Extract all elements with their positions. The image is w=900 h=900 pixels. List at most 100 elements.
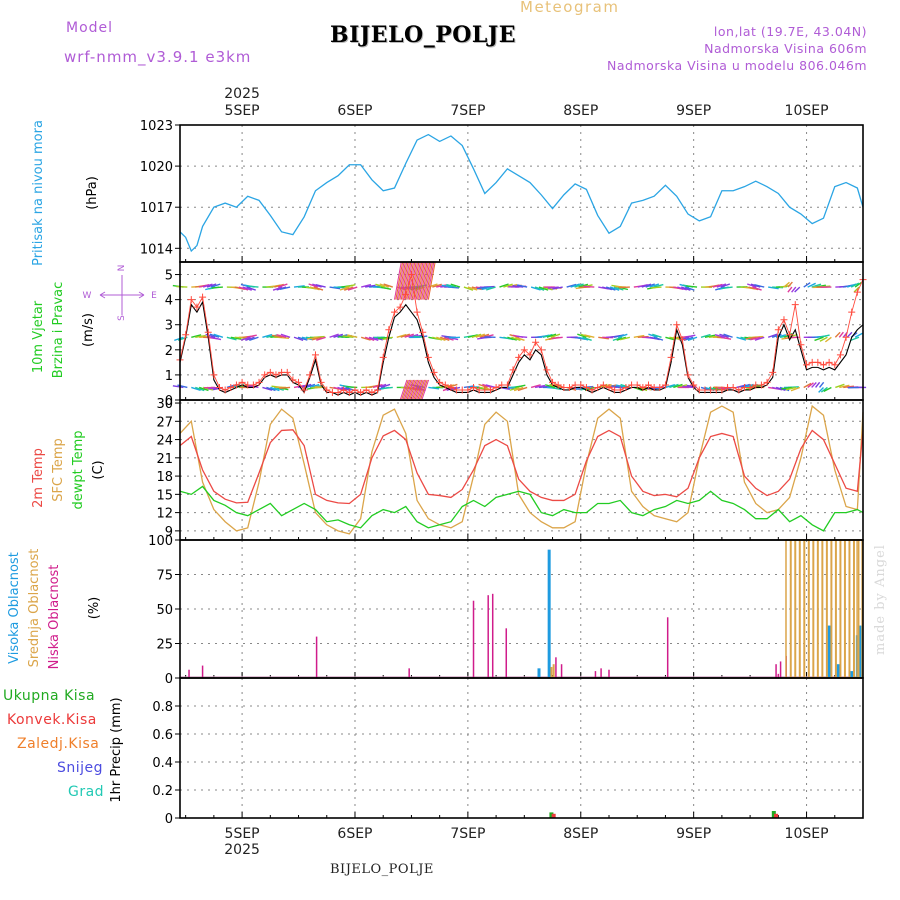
precip-bar	[771, 811, 776, 818]
x-day-label-top: 8SEP	[563, 103, 598, 119]
wind-arrow	[343, 286, 354, 291]
wind-arrow	[807, 382, 814, 389]
wind-arrow	[835, 383, 845, 389]
wind-gust-marker	[407, 271, 415, 279]
wind-gust-marker	[283, 368, 291, 376]
wind-arrow	[210, 283, 221, 288]
wind-arrow	[609, 286, 620, 291]
wind-arrow	[530, 384, 541, 389]
wind-arrow	[372, 383, 383, 389]
wind-gust-marker	[374, 386, 382, 394]
wind-gust-marker	[182, 331, 190, 339]
y-tick-label: 1020	[140, 160, 173, 175]
y-tick-label: 21	[156, 452, 173, 467]
wind-arrow	[443, 336, 454, 341]
y-tick-label: 30	[156, 397, 173, 412]
wind-arrow	[380, 383, 391, 389]
wind-gust-marker	[368, 388, 376, 396]
wind-arrow	[246, 286, 256, 291]
wind-arrow	[195, 386, 205, 392]
wind-gust-marker	[503, 381, 511, 389]
wind-arrow	[653, 283, 664, 288]
wind-gust-marker	[848, 308, 856, 316]
wind-gust-marker	[588, 386, 596, 394]
wind-arrow	[375, 283, 386, 288]
cloud-unit: (%)	[87, 597, 102, 620]
wind-arrow	[791, 286, 797, 293]
wind-arrow	[280, 333, 291, 338]
x-day-label-top: 10SEP	[785, 103, 829, 119]
y-tick-label: 27	[156, 415, 173, 430]
wind-gust-marker	[227, 383, 235, 391]
wind-arrow	[511, 336, 521, 342]
wind-arrow	[436, 336, 446, 341]
wind-arrow	[191, 386, 201, 392]
wind-arrow	[439, 336, 450, 342]
wind-hatch	[394, 261, 402, 300]
wind-gust-marker	[419, 328, 427, 336]
wind-gust-marker	[554, 381, 562, 389]
wind-arrow	[745, 336, 757, 340]
wind-gust-marker	[622, 383, 630, 391]
wind-arrow	[513, 386, 524, 392]
wind-arrow	[276, 333, 287, 338]
wind-arrow	[342, 335, 354, 338]
cloud-bar	[600, 668, 602, 678]
wind-gust-marker	[763, 378, 771, 386]
wind-hatch	[418, 261, 427, 300]
wind-arrow	[684, 286, 695, 291]
wind-arrow	[316, 336, 326, 341]
wind-arrow	[550, 333, 561, 338]
sfc-temp-line	[179, 404, 864, 535]
wind-gust-marker	[661, 381, 669, 389]
y-tick-label: 0	[165, 394, 173, 409]
wind-gust-marker	[210, 371, 218, 379]
wind-gust-marker	[718, 386, 726, 394]
wind-gust-marker	[402, 291, 410, 299]
wind-arrow	[704, 334, 716, 338]
wind-hatch	[413, 379, 421, 401]
x-day-label-bottom: 6SEP	[337, 826, 372, 842]
wind-gust-marker	[786, 331, 794, 339]
wind-arrow	[314, 386, 326, 389]
wind-arrow	[748, 286, 759, 291]
wind-arrow	[619, 336, 631, 341]
wind-arrow	[177, 384, 188, 389]
wind-gust-marker	[656, 383, 664, 391]
wind-arrow	[202, 283, 213, 288]
wind-gust-marker	[193, 303, 201, 311]
wind-gust-marker	[306, 371, 314, 379]
wind-arrow	[849, 336, 860, 342]
wind-gust-marker	[232, 381, 240, 389]
precip-legend-2: Zaledj.Kisa	[17, 736, 99, 752]
wind-arrow	[347, 334, 358, 338]
wind-arrow	[449, 336, 461, 339]
wind-gust-marker	[390, 308, 398, 316]
x-day-label-bottom: 10SEP	[785, 826, 829, 842]
wind-gust-marker	[645, 381, 653, 389]
cloud-bar	[408, 668, 410, 678]
wind-hatch	[399, 379, 408, 401]
wind-arrow	[467, 286, 478, 291]
wind-hatch	[418, 379, 427, 401]
wind-arrow	[750, 336, 761, 341]
wind-gust-marker	[357, 388, 365, 396]
wind-hatch	[407, 379, 416, 401]
wind-gust-marker	[249, 381, 257, 389]
wind-arrow	[787, 281, 793, 288]
wind-arrow	[226, 336, 237, 341]
temp-title-sfc: SFC Temp	[51, 438, 66, 502]
wind-gust-marker	[515, 353, 523, 361]
y-tick-label: 100	[148, 534, 173, 549]
wind-gust-marker	[396, 303, 404, 311]
wind-gust-marker	[735, 386, 743, 394]
wind-arrow	[811, 381, 817, 388]
wind-arrow	[507, 336, 517, 341]
wind-gust-marker	[441, 381, 449, 389]
wind-arrow	[379, 283, 390, 288]
model-label: Model	[66, 20, 114, 36]
wind-arrow	[783, 281, 790, 288]
wind-arrow	[838, 331, 844, 338]
wind-hatch	[415, 261, 424, 300]
cloud-bar	[201, 665, 204, 678]
